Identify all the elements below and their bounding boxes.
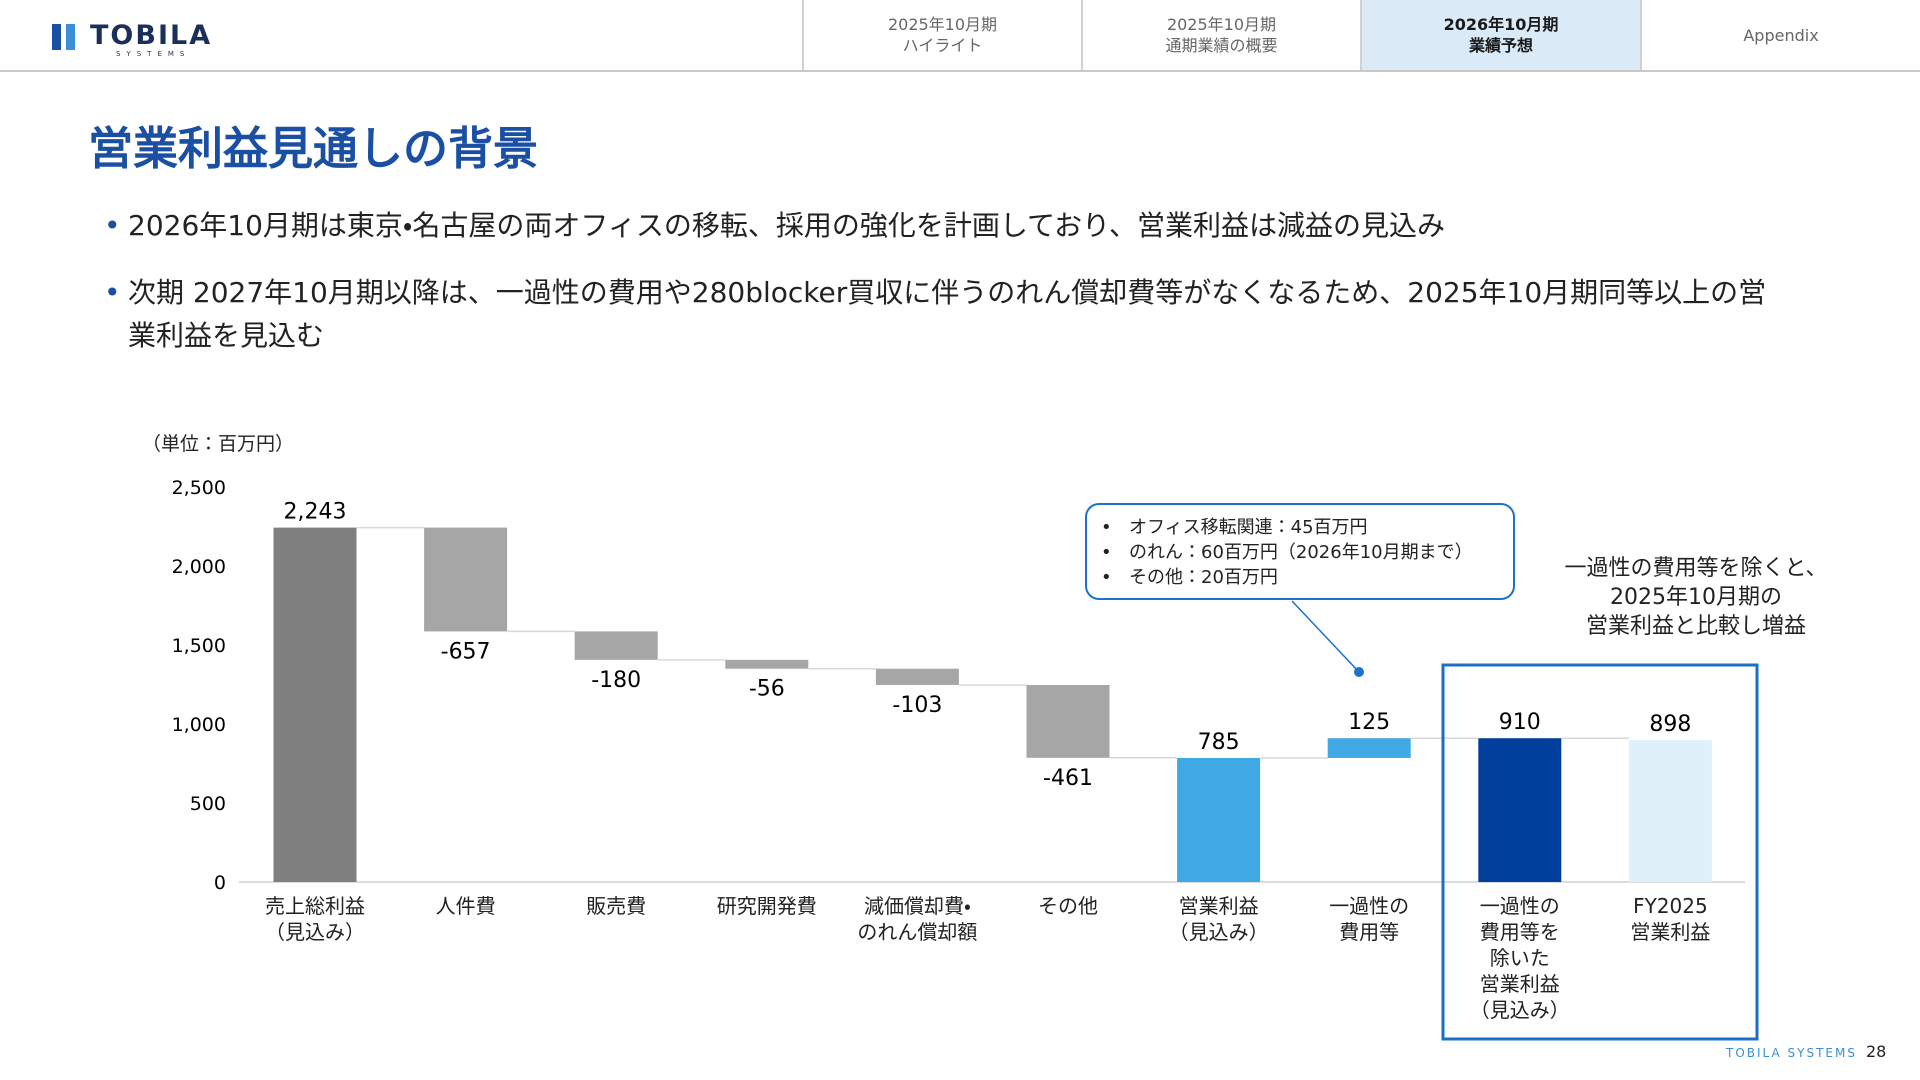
annotation-line: 2025年10月期の (1610, 585, 1782, 610)
unit-label: （単位：百万円） (142, 433, 295, 455)
x-tick-label: 売上総利益 （見込み） (265, 894, 365, 944)
annotation-line: 営業利益と比較し増益 (1585, 614, 1806, 639)
nav-tab: 2026年10月期 業績予想 (1360, 0, 1640, 70)
nav-tab: 2025年10月期 ハイライト (802, 0, 1081, 70)
value-label: 785 (1198, 730, 1240, 755)
logo-icon (52, 24, 75, 50)
header: TOBILA SYSTEMS 2025年10月期 ハイライト 2025年10月期 … (0, 0, 1920, 72)
bullet: 次期 2027年10月期以降は、一過性の費用や280blocker買収に伴うのれ… (104, 271, 1794, 357)
x-tick-label: FY2025 営業利益 (1630, 894, 1711, 944)
footer-brand: TOBILA SYSTEMS (1726, 1046, 1857, 1060)
value-label: -180 (591, 668, 641, 693)
value-label: 2,243 (284, 500, 347, 525)
x-tick-label: 減価償却費・ のれん償却額 (857, 894, 978, 944)
y-tick-label: 1,000 (172, 714, 226, 736)
bar (1327, 738, 1411, 758)
bar (1177, 757, 1261, 882)
callout-item: オフィス移転関連：45百万円 (1101, 515, 1513, 540)
x-tick-label: 一過性の 費用等を 除いた 営業利益 （見込み） (1469, 894, 1570, 1022)
y-tick-label: 0 (214, 872, 226, 894)
bullet: 2026年10月期は東京・名古屋の両オフィスの移転、採用の強化を計画しており、営… (104, 204, 1794, 247)
value-label: -461 (1043, 766, 1093, 791)
bar (1026, 684, 1110, 758)
y-tick-label: 2,500 (172, 477, 226, 499)
bar (725, 659, 809, 669)
bar (1628, 740, 1712, 882)
x-tick-label: 営業利益 （見込み） (1168, 894, 1269, 944)
logo-sub: SYSTEMS (116, 50, 191, 58)
value-label: -56 (749, 677, 785, 702)
x-tick-label: 販売費 (586, 894, 647, 918)
callout-item: のれん：60百万円（2026年10月期まで） (1101, 540, 1513, 565)
callout-dot (1354, 667, 1364, 677)
bar (424, 527, 508, 632)
bar (875, 668, 959, 685)
page-number: 28 (1866, 1042, 1887, 1061)
value-label: 898 (1649, 712, 1691, 737)
nav-tab: 2025年10月期 通期業績の概要 (1081, 0, 1360, 70)
bar (273, 527, 357, 882)
y-tick-label: 500 (190, 793, 226, 815)
nav-tab: Appendix (1640, 0, 1920, 70)
x-tick-label: その他 (1038, 894, 1098, 918)
logo-text: TOBILA (90, 20, 213, 51)
x-tick-label: 一過性の 費用等 (1329, 894, 1410, 944)
highlight-box (1441, 663, 1759, 1041)
bar (574, 631, 658, 660)
value-label: 910 (1499, 710, 1541, 735)
value-label: -657 (441, 639, 491, 664)
annotation: 一過性の費用等を除くと、 2025年10月期の 営業利益と比較し増益 (1546, 554, 1846, 641)
x-tick-label: 研究開発費 (716, 894, 817, 918)
callout-pointer (1291, 600, 1360, 673)
annotation-line: 一過性の費用等を除くと、 (1564, 556, 1828, 581)
x-tick-label: 人件費 (435, 894, 496, 918)
slide-title: 営業利益見通しの背景 (88, 122, 539, 175)
callout: オフィス移転関連：45百万円のれん：60百万円（2026年10月期まで）その他：… (1085, 503, 1515, 600)
bar (1478, 738, 1562, 882)
callout-item: その他：20百万円 (1101, 565, 1513, 590)
y-tick-label: 2,000 (172, 556, 226, 578)
y-tick-label: 1,500 (172, 635, 226, 657)
value-label: -103 (892, 693, 942, 718)
value-label: 125 (1348, 710, 1390, 735)
